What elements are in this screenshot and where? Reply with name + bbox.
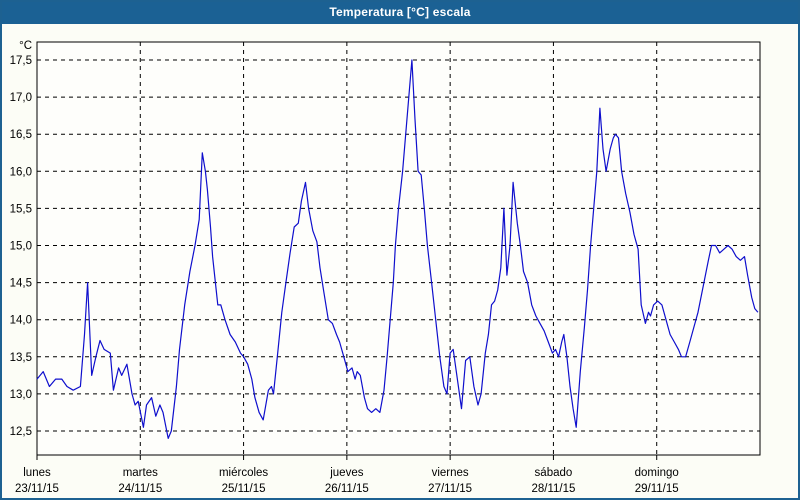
day-date-label: 25/11/15 [222, 483, 266, 495]
y-tick-label: 17,0 [10, 92, 32, 104]
day-name-label: martes [123, 467, 158, 479]
y-tick-label: 12,5 [10, 426, 32, 438]
day-name-label: domingo [635, 467, 679, 479]
day-date-label: 29/11/15 [635, 483, 679, 495]
day-name-label: lunes [23, 467, 51, 479]
y-axis-unit-label: °C [19, 40, 32, 52]
y-tick-label: 15,0 [10, 241, 32, 253]
titlebar: Temperatura [°C] escala [2, 2, 798, 24]
y-tick-label: 16,5 [10, 129, 32, 141]
y-tick-label: 13,5 [10, 352, 32, 364]
y-tick-label: 16,0 [10, 166, 32, 178]
y-tick-label: 14,5 [10, 278, 32, 290]
window-title: Temperatura [°C] escala [329, 5, 471, 19]
day-name-label: jueves [329, 467, 363, 479]
day-date-label: 23/11/15 [15, 483, 59, 495]
day-date-label: 26/11/15 [325, 483, 369, 495]
plot-area [37, 42, 760, 455]
y-tick-label: 13,0 [10, 389, 32, 401]
day-name-label: viernes [432, 467, 469, 479]
y-tick-label: 15,5 [10, 203, 32, 215]
day-name-label: sábado [535, 467, 573, 479]
day-date-label: 24/11/15 [118, 483, 162, 495]
temperature-line [36, 59, 759, 439]
day-date-label: 27/11/15 [428, 483, 472, 495]
y-tick-label: 17,5 [10, 55, 32, 67]
day-name-label: miércoles [219, 467, 268, 479]
temperature-chart: 17,5 17,0 16,5 16,0 15,5 15,0 14,5 14,0 13,5 13,0… [2, 24, 798, 498]
day-date-label: 28/11/15 [531, 483, 575, 495]
plot-frame [36, 41, 761, 456]
y-tick-label: 14,0 [10, 315, 32, 327]
